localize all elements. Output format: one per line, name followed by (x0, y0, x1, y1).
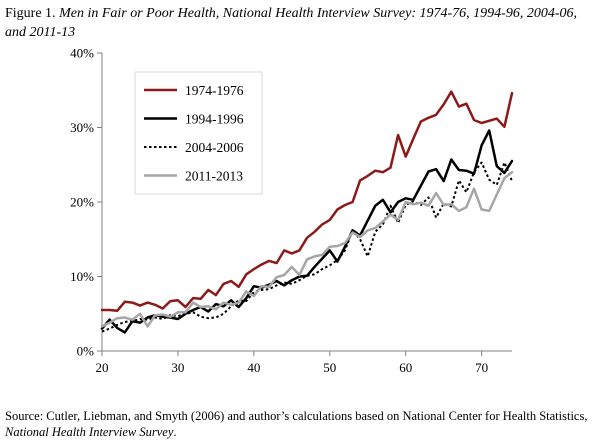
series-line-2004-2006 (101, 161, 513, 333)
source-end: . (173, 425, 177, 439)
x-tick-label: 50 (323, 360, 336, 375)
x-tick-label: 40 (247, 360, 260, 375)
series-line-2011-2013 (100, 170, 514, 328)
chart-legend: 1974-1976 1994-1996 2004-2006 2011-2013 (134, 71, 263, 195)
y-tick-label: 10% (70, 269, 94, 284)
x-tick-label: 20 (96, 360, 109, 375)
source-survey-name: National Health Interview Survey (5, 425, 174, 439)
legend-label: 1974-1976 (185, 83, 244, 98)
legend-box (134, 71, 263, 195)
series-line-1974-1976 (100, 90, 514, 313)
y-tick-label: 20% (70, 195, 94, 210)
legend-label: 1994-1996 (185, 112, 244, 127)
legend-label: 2004-2006 (185, 140, 244, 155)
figure-label: Figure 1. (5, 6, 56, 21)
source-text: Source: Cutler, Liebman, and Smyth (2006… (5, 409, 588, 423)
figure-title-text: Men in Fair or Poor Health, National Hea… (5, 6, 577, 40)
y-tick-label: 40% (70, 46, 94, 61)
source-note: Source: Cutler, Liebman, and Smyth (2006… (5, 408, 600, 440)
x-tick-label: 30 (171, 360, 184, 375)
chart-axes: 0% 10% 20% 30% 40% 20 30 40 50 60 70 (70, 46, 512, 375)
x-tick-label: 60 (399, 360, 412, 375)
figure-title: Figure 1. Men in Fair or Poor Health, Na… (5, 4, 600, 42)
chart-series (100, 90, 514, 334)
y-tick-label: 30% (70, 120, 94, 135)
y-tick-label: 0% (77, 344, 95, 359)
x-tick-label: 70 (475, 360, 488, 375)
line-chart: 0% 10% 20% 30% 40% 20 30 40 50 60 70 1974-1976 1994… (70, 46, 514, 375)
legend-label: 2011-2013 (185, 169, 243, 184)
chart-container: 0% 10% 20% 30% 40% 20 30 40 50 60 70 1974-1976 1994… (0, 44, 604, 384)
